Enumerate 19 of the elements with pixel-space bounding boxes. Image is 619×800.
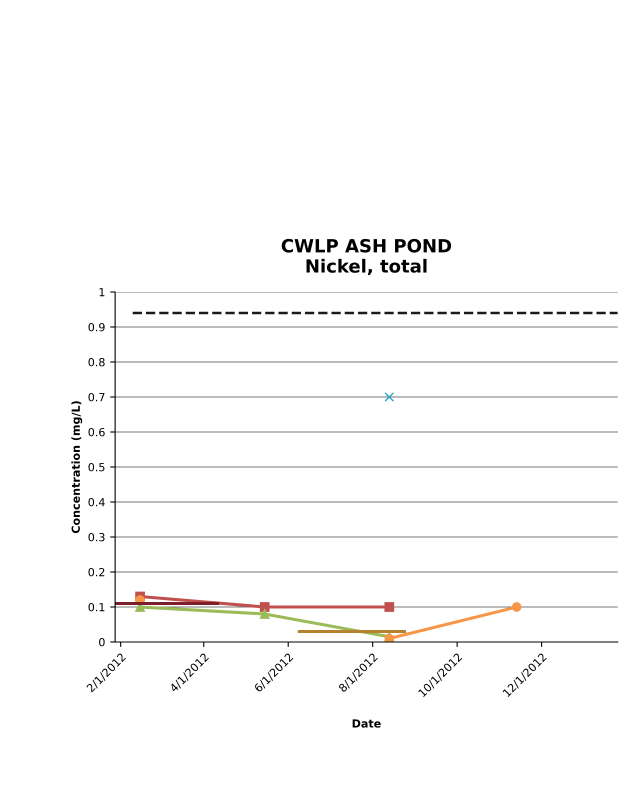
y-tick-label: 0 (99, 638, 105, 646)
point (260, 609, 270, 619)
y-tick-label: 0.2 (88, 568, 104, 576)
point (384, 392, 394, 402)
y-tick-label: 0.7 (88, 392, 104, 402)
point (512, 602, 522, 612)
x-axis-title: Date (352, 719, 381, 728)
y-tick-label: 0.6 (88, 428, 105, 436)
y-tick-label: 0.1 (88, 602, 104, 612)
point (384, 602, 394, 612)
y-axis-title: Concentration (mg/L) (71, 401, 82, 534)
y-tick-label: 0.8 (88, 358, 105, 366)
y-tick-label: 0.9 (88, 322, 105, 332)
chart-title: CWLP ASH POND Nickel, total (282, 238, 452, 276)
point (260, 602, 270, 612)
y-tick-label: 1 (100, 288, 104, 296)
y-tick-label: 0.5 (88, 462, 104, 472)
y-tick-label: 0.3 (88, 532, 105, 542)
y-tick-label: 0.4 (88, 498, 105, 506)
